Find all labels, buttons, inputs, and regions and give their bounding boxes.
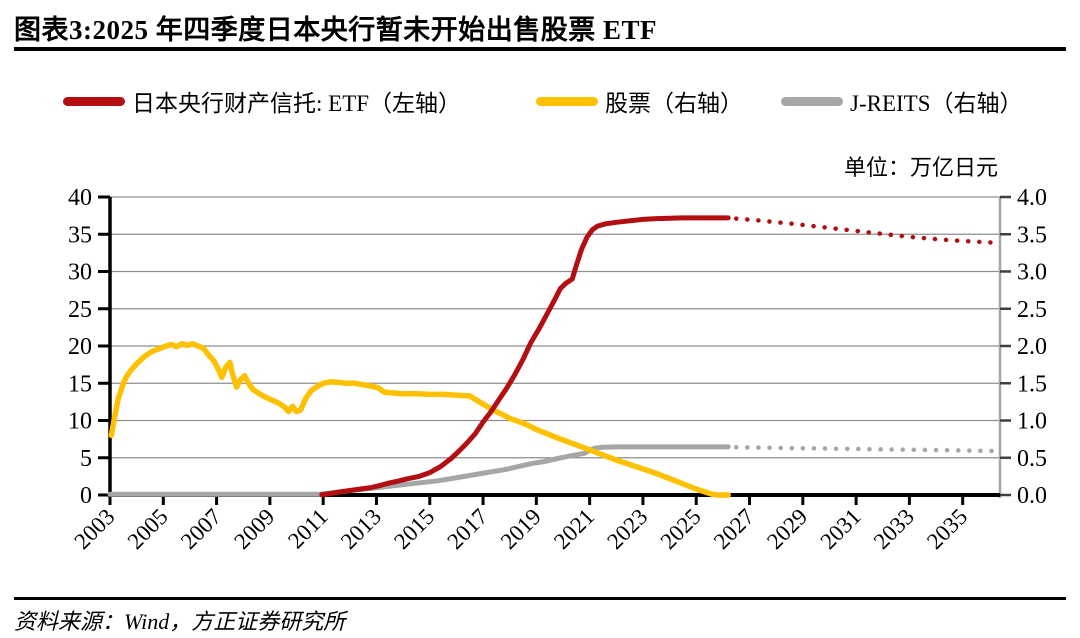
series-jreits-actual: [107, 444, 731, 497]
svg-text:2011: 2011: [283, 504, 333, 554]
legend-label-jreits: J-REITS（右轴）: [850, 91, 1023, 116]
svg-text:2029: 2029: [762, 504, 812, 554]
svg-text:20: 20: [68, 334, 92, 360]
svg-text:2019: 2019: [496, 504, 546, 554]
chart-legend: 日本央行财产信托: ETF（左轴） 股票（右轴） J-REITS（右轴）: [0, 86, 1080, 116]
unit-label: 单位：万亿日元: [843, 155, 998, 180]
series-etf-forecast: [733, 216, 1000, 246]
svg-text:2023: 2023: [602, 504, 652, 554]
source-text: 资料来源：Wind，方正证券研究所: [14, 609, 346, 634]
footer-divider: [14, 597, 1066, 600]
svg-text:2027: 2027: [709, 504, 759, 554]
chart-canvas: 05101520253035400.00.51.01.52.02.53.03.5…: [68, 185, 1047, 554]
svg-text:2035: 2035: [922, 504, 972, 554]
series-jreits-forecast: [733, 445, 1000, 454]
svg-text:2007: 2007: [176, 504, 226, 554]
left-axis-ticks: 0 5 10 15 20 25 30 35 40: [68, 185, 110, 509]
svg-text:3.5: 3.5: [1017, 222, 1047, 248]
svg-text:4.0: 4.0: [1017, 185, 1047, 211]
svg-text:10: 10: [68, 409, 92, 435]
svg-text:30: 30: [68, 260, 92, 286]
svg-text:2013: 2013: [336, 504, 386, 554]
svg-text:2031: 2031: [815, 504, 865, 554]
series-stocks: [108, 341, 731, 498]
svg-text:0.0: 0.0: [1017, 483, 1047, 509]
svg-text:1.5: 1.5: [1017, 371, 1047, 397]
right-axis-ticks: 0.0 0.5 1.0 1.5 2.0 2.5 3.0 3.5 4.0: [1000, 185, 1047, 509]
legend-item-jreits: J-REITS（右轴）: [781, 86, 1023, 116]
svg-text:25: 25: [68, 297, 92, 323]
svg-text:2015: 2015: [389, 504, 439, 554]
svg-text:5: 5: [80, 446, 92, 472]
gridlines: [110, 196, 1000, 496]
svg-text:2017: 2017: [442, 504, 492, 554]
svg-text:2003: 2003: [69, 504, 119, 554]
svg-text:2.5: 2.5: [1017, 297, 1047, 323]
etf-line-swatch-icon: [63, 96, 125, 106]
x-axis-ticks: 2003 2005 2007 2009 2011 2013 2015 2017 2019 2021…: [69, 495, 972, 554]
svg-text:3.0: 3.0: [1017, 260, 1047, 286]
svg-text:2025: 2025: [656, 504, 706, 554]
svg-text:0: 0: [80, 483, 92, 509]
svg-text:15: 15: [68, 371, 92, 397]
svg-text:40: 40: [68, 185, 92, 211]
page-title: 图表3:2025 年四季度日本央行暂未开始出售股票 ETF: [14, 15, 658, 45]
svg-text:1.0: 1.0: [1017, 409, 1047, 435]
legend-item-stocks: 股票（右轴）: [536, 86, 743, 116]
svg-text:35: 35: [68, 222, 92, 248]
legend-label-etf: 日本央行财产信托: ETF（左轴）: [132, 91, 462, 116]
svg-text:2005: 2005: [123, 504, 173, 554]
svg-text:2021: 2021: [549, 504, 599, 554]
stocks-line-swatch-icon: [536, 96, 598, 106]
svg-text:2033: 2033: [869, 504, 919, 554]
svg-text:0.5: 0.5: [1017, 446, 1047, 472]
legend-item-etf: 日本央行财产信托: ETF（左轴）: [63, 86, 461, 116]
title-divider: [14, 47, 1066, 51]
svg-text:2009: 2009: [229, 504, 279, 554]
jreits-line-swatch-icon: [781, 96, 843, 106]
svg-text:2.0: 2.0: [1017, 334, 1047, 360]
legend-label-stocks: 股票（右轴）: [605, 91, 743, 116]
series-etf-actual: [319, 215, 731, 498]
